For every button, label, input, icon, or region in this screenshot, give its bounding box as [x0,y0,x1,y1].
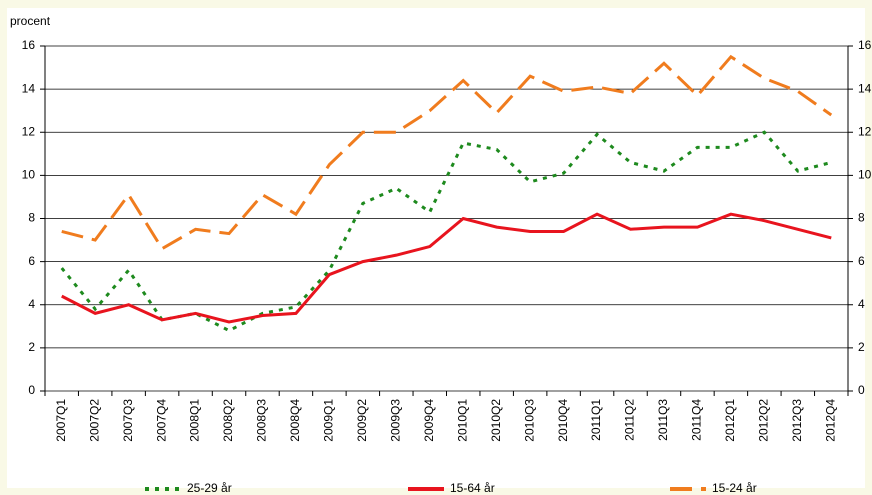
y-tick-label: 4 [28,297,35,311]
x-tick-label: 2009Q4 [422,399,436,442]
y-tick-label: 10 [22,168,36,182]
y2-tick-label: 0 [858,383,865,397]
legend-label: 15-24 år [712,481,757,495]
chart-area [7,8,865,488]
x-tick-label: 2009Q3 [388,399,402,442]
y2-tick-label: 8 [858,211,865,225]
y-tick-label: 0 [28,383,35,397]
x-tick-label: 2007Q2 [87,399,101,442]
y-tick-label: 16 [22,38,36,52]
x-tick-label: 2009Q2 [355,399,369,442]
y-tick-label: 8 [28,211,35,225]
x-tick-label: 2007Q4 [154,399,168,442]
x-tick-label: 2010Q3 [522,399,536,442]
x-tick-label: 2011Q1 [589,399,603,441]
x-tick-label: 2011Q2 [623,399,637,441]
y2-tick-label: 12 [858,124,872,138]
y-tick-label: 14 [22,81,36,95]
x-tick-label: 2010Q2 [489,399,503,442]
y2-tick-label: 4 [858,297,865,311]
x-tick-label: 2008Q2 [221,399,235,442]
x-tick-label: 2009Q1 [322,399,336,442]
y-tick-label: 2 [28,340,35,354]
series-line [61,212,832,324]
y-tick-label: 12 [22,124,36,138]
y2-tick-label: 2 [858,340,865,354]
x-tick-label: 2007Q3 [121,399,135,442]
y2-tick-label: 6 [858,254,865,268]
x-tick-label: 2011Q3 [656,399,670,441]
y2-tick-label: 14 [858,81,872,95]
x-tick-label: 2007Q1 [54,399,68,442]
x-tick-label: 2012Q3 [790,399,804,442]
x-tick-label: 2008Q3 [255,399,269,442]
y2-tick-label: 10 [858,168,872,182]
y-tick-label: 6 [28,254,35,268]
x-tick-label: 2011Q4 [690,399,704,441]
x-tick-label: 2012Q2 [757,399,771,442]
y2-tick-label: 16 [858,38,872,52]
x-tick-label: 2008Q1 [188,399,202,442]
y-axis-label: procent [10,14,51,28]
x-tick-label: 2010Q4 [556,399,570,442]
legend-label: 25-29 år [187,481,232,495]
x-tick-label: 2008Q4 [288,399,302,442]
x-tick-label: 2012Q4 [823,399,837,442]
series-line [61,54,833,251]
x-tick-label: 2012Q1 [723,399,737,442]
x-tick-label: 2010Q1 [455,399,469,442]
legend-label: 15-64 år [450,481,495,495]
